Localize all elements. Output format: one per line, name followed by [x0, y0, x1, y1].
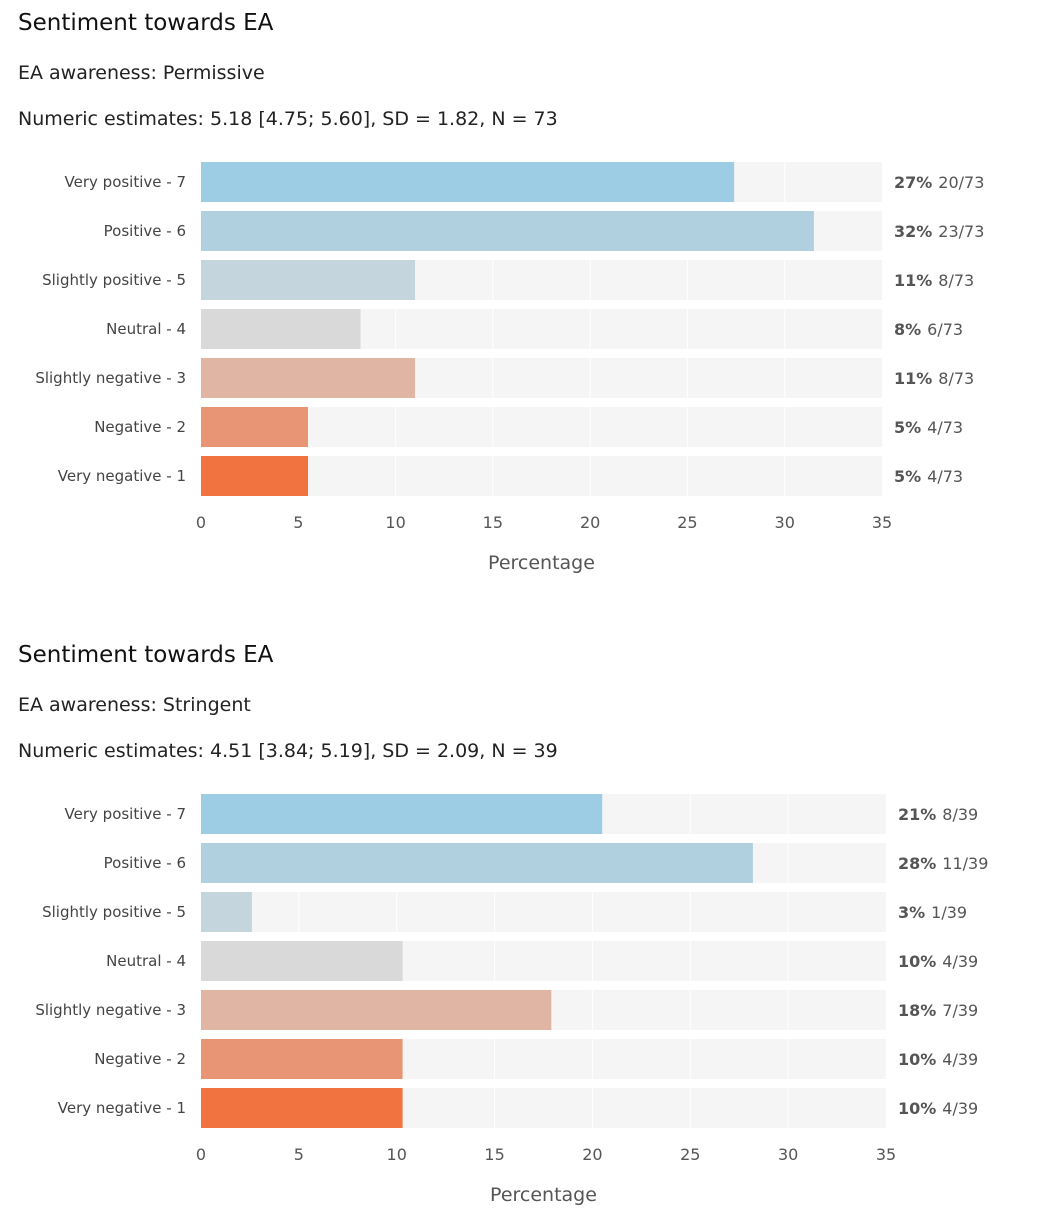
x-tick-label: 30 — [775, 513, 795, 532]
value-label: 5% 4/73 — [894, 467, 963, 486]
x-tick-label: 20 — [580, 513, 600, 532]
x-tick-label: 20 — [582, 1145, 602, 1164]
bar-1 — [201, 456, 308, 496]
count-label: 7/39 — [942, 1001, 978, 1020]
x-axis-title: Percentage — [488, 552, 595, 574]
numeric-estimates: Numeric estimates: 5.18 [4.75; 5.60], SD… — [18, 108, 558, 130]
x-tick-label: 10 — [385, 513, 405, 532]
category-label: Slightly positive - 5 — [42, 271, 186, 289]
bar-4 — [201, 309, 361, 349]
x-tick-label: 15 — [483, 513, 503, 532]
category-label: Positive - 6 — [104, 854, 186, 872]
percent-label: 28% — [898, 854, 936, 873]
value-label: 10% 4/39 — [898, 1099, 978, 1118]
x-tick-label: 30 — [778, 1145, 798, 1164]
bar-1 — [201, 1088, 403, 1128]
value-label: 11% 8/73 — [894, 369, 974, 388]
category-label: Slightly negative - 3 — [35, 369, 186, 387]
chart-panel-stringent: Sentiment towards EA EA awareness: Strin… — [0, 632, 1037, 1224]
bar-track — [201, 892, 886, 932]
percent-label: 27% — [894, 173, 932, 192]
category-label: Neutral - 4 — [106, 320, 186, 338]
value-label: 3% 1/39 — [898, 903, 967, 922]
count-label: 4/39 — [942, 1099, 978, 1118]
x-tick-label: 25 — [677, 513, 697, 532]
value-label: 10% 4/39 — [898, 1050, 978, 1069]
value-label: 5% 4/73 — [894, 418, 963, 437]
bar-chart-stringent: Very positive - 7 21% 8/39 Positive - 6 28% 1… — [0, 782, 1037, 1224]
chart-subtitle: EA awareness: Stringent — [18, 694, 251, 716]
chart-panel-permissive: Sentiment towards EA EA awareness: Permi… — [0, 0, 1037, 600]
category-label: Neutral - 4 — [106, 952, 186, 970]
percent-label: 11% — [894, 271, 932, 290]
bar-4 — [201, 941, 403, 981]
bar-6 — [201, 211, 814, 251]
count-label: 4/39 — [942, 1050, 978, 1069]
x-tick-label: 10 — [387, 1145, 407, 1164]
percent-label: 8% — [894, 320, 921, 339]
bar-6 — [201, 843, 753, 883]
bar-7 — [201, 162, 734, 202]
percent-label: 21% — [898, 805, 936, 824]
percent-label: 3% — [898, 903, 925, 922]
category-label: Very negative - 1 — [58, 467, 186, 485]
percent-label: 32% — [894, 222, 932, 241]
x-tick-label: 5 — [293, 513, 303, 532]
count-label: 8/73 — [938, 369, 974, 388]
bar-3 — [201, 990, 551, 1030]
category-label: Slightly negative - 3 — [35, 1001, 186, 1019]
x-tick-label: 0 — [196, 1145, 206, 1164]
category-label: Very positive - 7 — [65, 173, 186, 191]
percent-label: 18% — [898, 1001, 936, 1020]
x-tick-label: 15 — [484, 1145, 504, 1164]
percent-label: 10% — [898, 952, 936, 971]
x-tick-label: 25 — [680, 1145, 700, 1164]
x-tick-label: 35 — [876, 1145, 896, 1164]
category-label: Very negative - 1 — [58, 1099, 186, 1117]
value-label: 18% 7/39 — [898, 1001, 978, 1020]
value-label: 21% 8/39 — [898, 805, 978, 824]
bar-7 — [201, 794, 602, 834]
chart-subtitle: EA awareness: Permissive — [18, 62, 265, 84]
percent-label: 10% — [898, 1099, 936, 1118]
numeric-estimates: Numeric estimates: 4.51 [3.84; 5.19], SD… — [18, 740, 558, 762]
chart-title: Sentiment towards EA — [18, 10, 273, 36]
value-label: 8% 6/73 — [894, 320, 963, 339]
category-label: Very positive - 7 — [65, 805, 186, 823]
value-label: 28% 11/39 — [898, 854, 988, 873]
value-label: 10% 4/39 — [898, 952, 978, 971]
count-label: 4/73 — [927, 467, 963, 486]
count-label: 23/73 — [938, 222, 984, 241]
category-label: Slightly positive - 5 — [42, 903, 186, 921]
count-label: 11/39 — [942, 854, 988, 873]
percent-label: 5% — [894, 418, 921, 437]
bar-5 — [201, 260, 415, 300]
count-label: 4/39 — [942, 952, 978, 971]
x-tick-label: 35 — [872, 513, 892, 532]
category-label: Negative - 2 — [94, 418, 186, 436]
category-label: Positive - 6 — [104, 222, 186, 240]
bar-2 — [201, 1039, 403, 1079]
count-label: 8/39 — [942, 805, 978, 824]
x-axis-title: Percentage — [490, 1184, 597, 1206]
count-label: 20/73 — [938, 173, 984, 192]
value-label: 27% 20/73 — [894, 173, 984, 192]
value-label: 32% 23/73 — [894, 222, 984, 241]
bar-2 — [201, 407, 308, 447]
percent-label: 10% — [898, 1050, 936, 1069]
chart-title: Sentiment towards EA — [18, 642, 273, 668]
bar-3 — [201, 358, 415, 398]
category-label: Negative - 2 — [94, 1050, 186, 1068]
count-label: 1/39 — [931, 903, 967, 922]
bar-5 — [201, 892, 252, 932]
percent-label: 5% — [894, 467, 921, 486]
count-label: 8/73 — [938, 271, 974, 290]
percent-label: 11% — [894, 369, 932, 388]
x-tick-label: 5 — [294, 1145, 304, 1164]
count-label: 4/73 — [927, 418, 963, 437]
bar-chart-permissive: Very positive - 7 27% 20/73 Positive - 6 32%… — [0, 150, 1037, 600]
value-label: 11% 8/73 — [894, 271, 974, 290]
count-label: 6/73 — [927, 320, 963, 339]
x-tick-label: 0 — [196, 513, 206, 532]
